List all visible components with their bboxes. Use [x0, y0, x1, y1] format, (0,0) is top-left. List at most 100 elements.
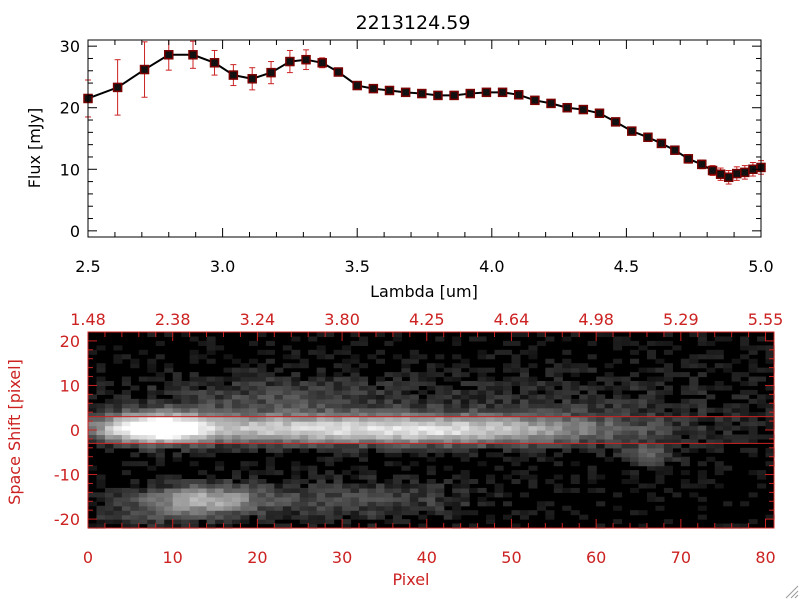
image-pixel: [587, 398, 597, 404]
image-pixel: [375, 430, 386, 436]
image-pixel: [291, 389, 301, 395]
image-pixel: [596, 434, 606, 440]
image-pixel: [375, 416, 386, 422]
image-pixel: [138, 430, 148, 436]
image-pixel: [613, 336, 623, 342]
image-pixel: [630, 438, 640, 444]
image-pixel: [198, 505, 208, 511]
image-pixel: [452, 398, 462, 404]
image-pixel: [502, 501, 513, 507]
image-pixel: [121, 514, 131, 520]
image-pixel: [189, 487, 199, 493]
image-pixel: [113, 510, 123, 516]
image-pixel: [104, 403, 115, 409]
image-pixel: [299, 358, 309, 364]
image-pixel: [359, 407, 369, 413]
image-pixel: [198, 430, 208, 436]
image-pixel: [689, 447, 699, 453]
image-pixel: [342, 345, 352, 351]
image-pixel: [181, 407, 191, 413]
image-pixel: [299, 363, 309, 369]
image-pixel: [308, 336, 318, 342]
image-pixel: [401, 403, 411, 409]
image-pixel: [663, 421, 673, 427]
image-pixel: [528, 354, 538, 360]
image-pixel: [426, 447, 436, 453]
image-pixel: [265, 447, 275, 453]
image-pixel: [765, 514, 775, 520]
image-pixel: [545, 421, 555, 427]
image-pixel: [282, 501, 292, 507]
image-pixel: [452, 425, 462, 431]
image-pixel: [113, 434, 123, 440]
image-pixel: [638, 367, 648, 373]
image-pixel: [274, 501, 284, 507]
image-pixel: [223, 434, 233, 440]
image-pixel: [528, 349, 538, 355]
image-pixel: [367, 438, 377, 444]
wavelength-tick-label: 5.55: [748, 310, 784, 329]
image-pixel: [265, 407, 275, 413]
image-pixel: [138, 438, 148, 444]
image-pixel: [426, 479, 436, 485]
image-pixel: [545, 434, 555, 440]
image-pixel: [663, 340, 673, 346]
image-pixel: [452, 447, 462, 453]
image-pixel: [164, 363, 174, 369]
image-pixel: [663, 452, 673, 458]
image-pixel: [418, 443, 428, 449]
image-pixel: [680, 479, 690, 485]
image-pixel: [350, 412, 360, 418]
image-pixel: [181, 487, 191, 493]
image-pixel: [155, 398, 165, 404]
image-pixel: [265, 465, 275, 471]
image-pixel: [291, 398, 301, 404]
image-pixel: [452, 501, 462, 507]
image-pixel: [342, 376, 352, 382]
image-pixel: [282, 523, 292, 529]
image-pixel: [257, 407, 267, 413]
image-pixel: [477, 349, 487, 355]
data-point: [513, 90, 524, 100]
image-pixel: [138, 519, 148, 525]
image-pixel: [443, 501, 453, 507]
data-point: [723, 172, 734, 183]
image-pixel: [443, 389, 453, 395]
image-pixel: [147, 367, 157, 373]
image-pixel: [181, 398, 191, 404]
image-pixel: [350, 389, 360, 395]
image-pixel: [274, 367, 284, 373]
image-pixel: [486, 452, 496, 458]
image-pixel: [502, 340, 513, 346]
image-pixel: [604, 403, 614, 409]
resize-grip-icon[interactable]: [785, 585, 799, 599]
image-pixel: [96, 345, 106, 351]
image-pixel: [248, 487, 258, 493]
image-pixel: [367, 523, 377, 529]
image-pixel: [469, 389, 479, 395]
image-pixel: [392, 372, 402, 378]
image-pixel: [655, 461, 665, 467]
image-pixel: [291, 394, 301, 400]
image-pixel: [604, 376, 614, 382]
image-pixel: [206, 487, 216, 493]
image-pixel: [291, 492, 301, 498]
image-pixel: [426, 412, 436, 418]
image-pixel: [138, 434, 148, 440]
image-pixel: [477, 425, 487, 431]
image-pixel: [655, 398, 665, 404]
image-pixel: [265, 519, 275, 525]
image-pixel: [257, 510, 267, 516]
image-pixel: [392, 447, 402, 453]
image-pixel: [308, 349, 318, 355]
image-pixel: [536, 385, 546, 391]
image-pixel: [257, 438, 267, 444]
image-pixel: [248, 425, 258, 431]
image-pixel: [740, 403, 750, 409]
image-pixel: [604, 421, 614, 427]
image-pixel: [469, 487, 479, 493]
image-pixel: [469, 407, 479, 413]
image-pixel: [198, 479, 208, 485]
image-pixel: [155, 492, 165, 498]
image-pixel: [621, 438, 631, 444]
